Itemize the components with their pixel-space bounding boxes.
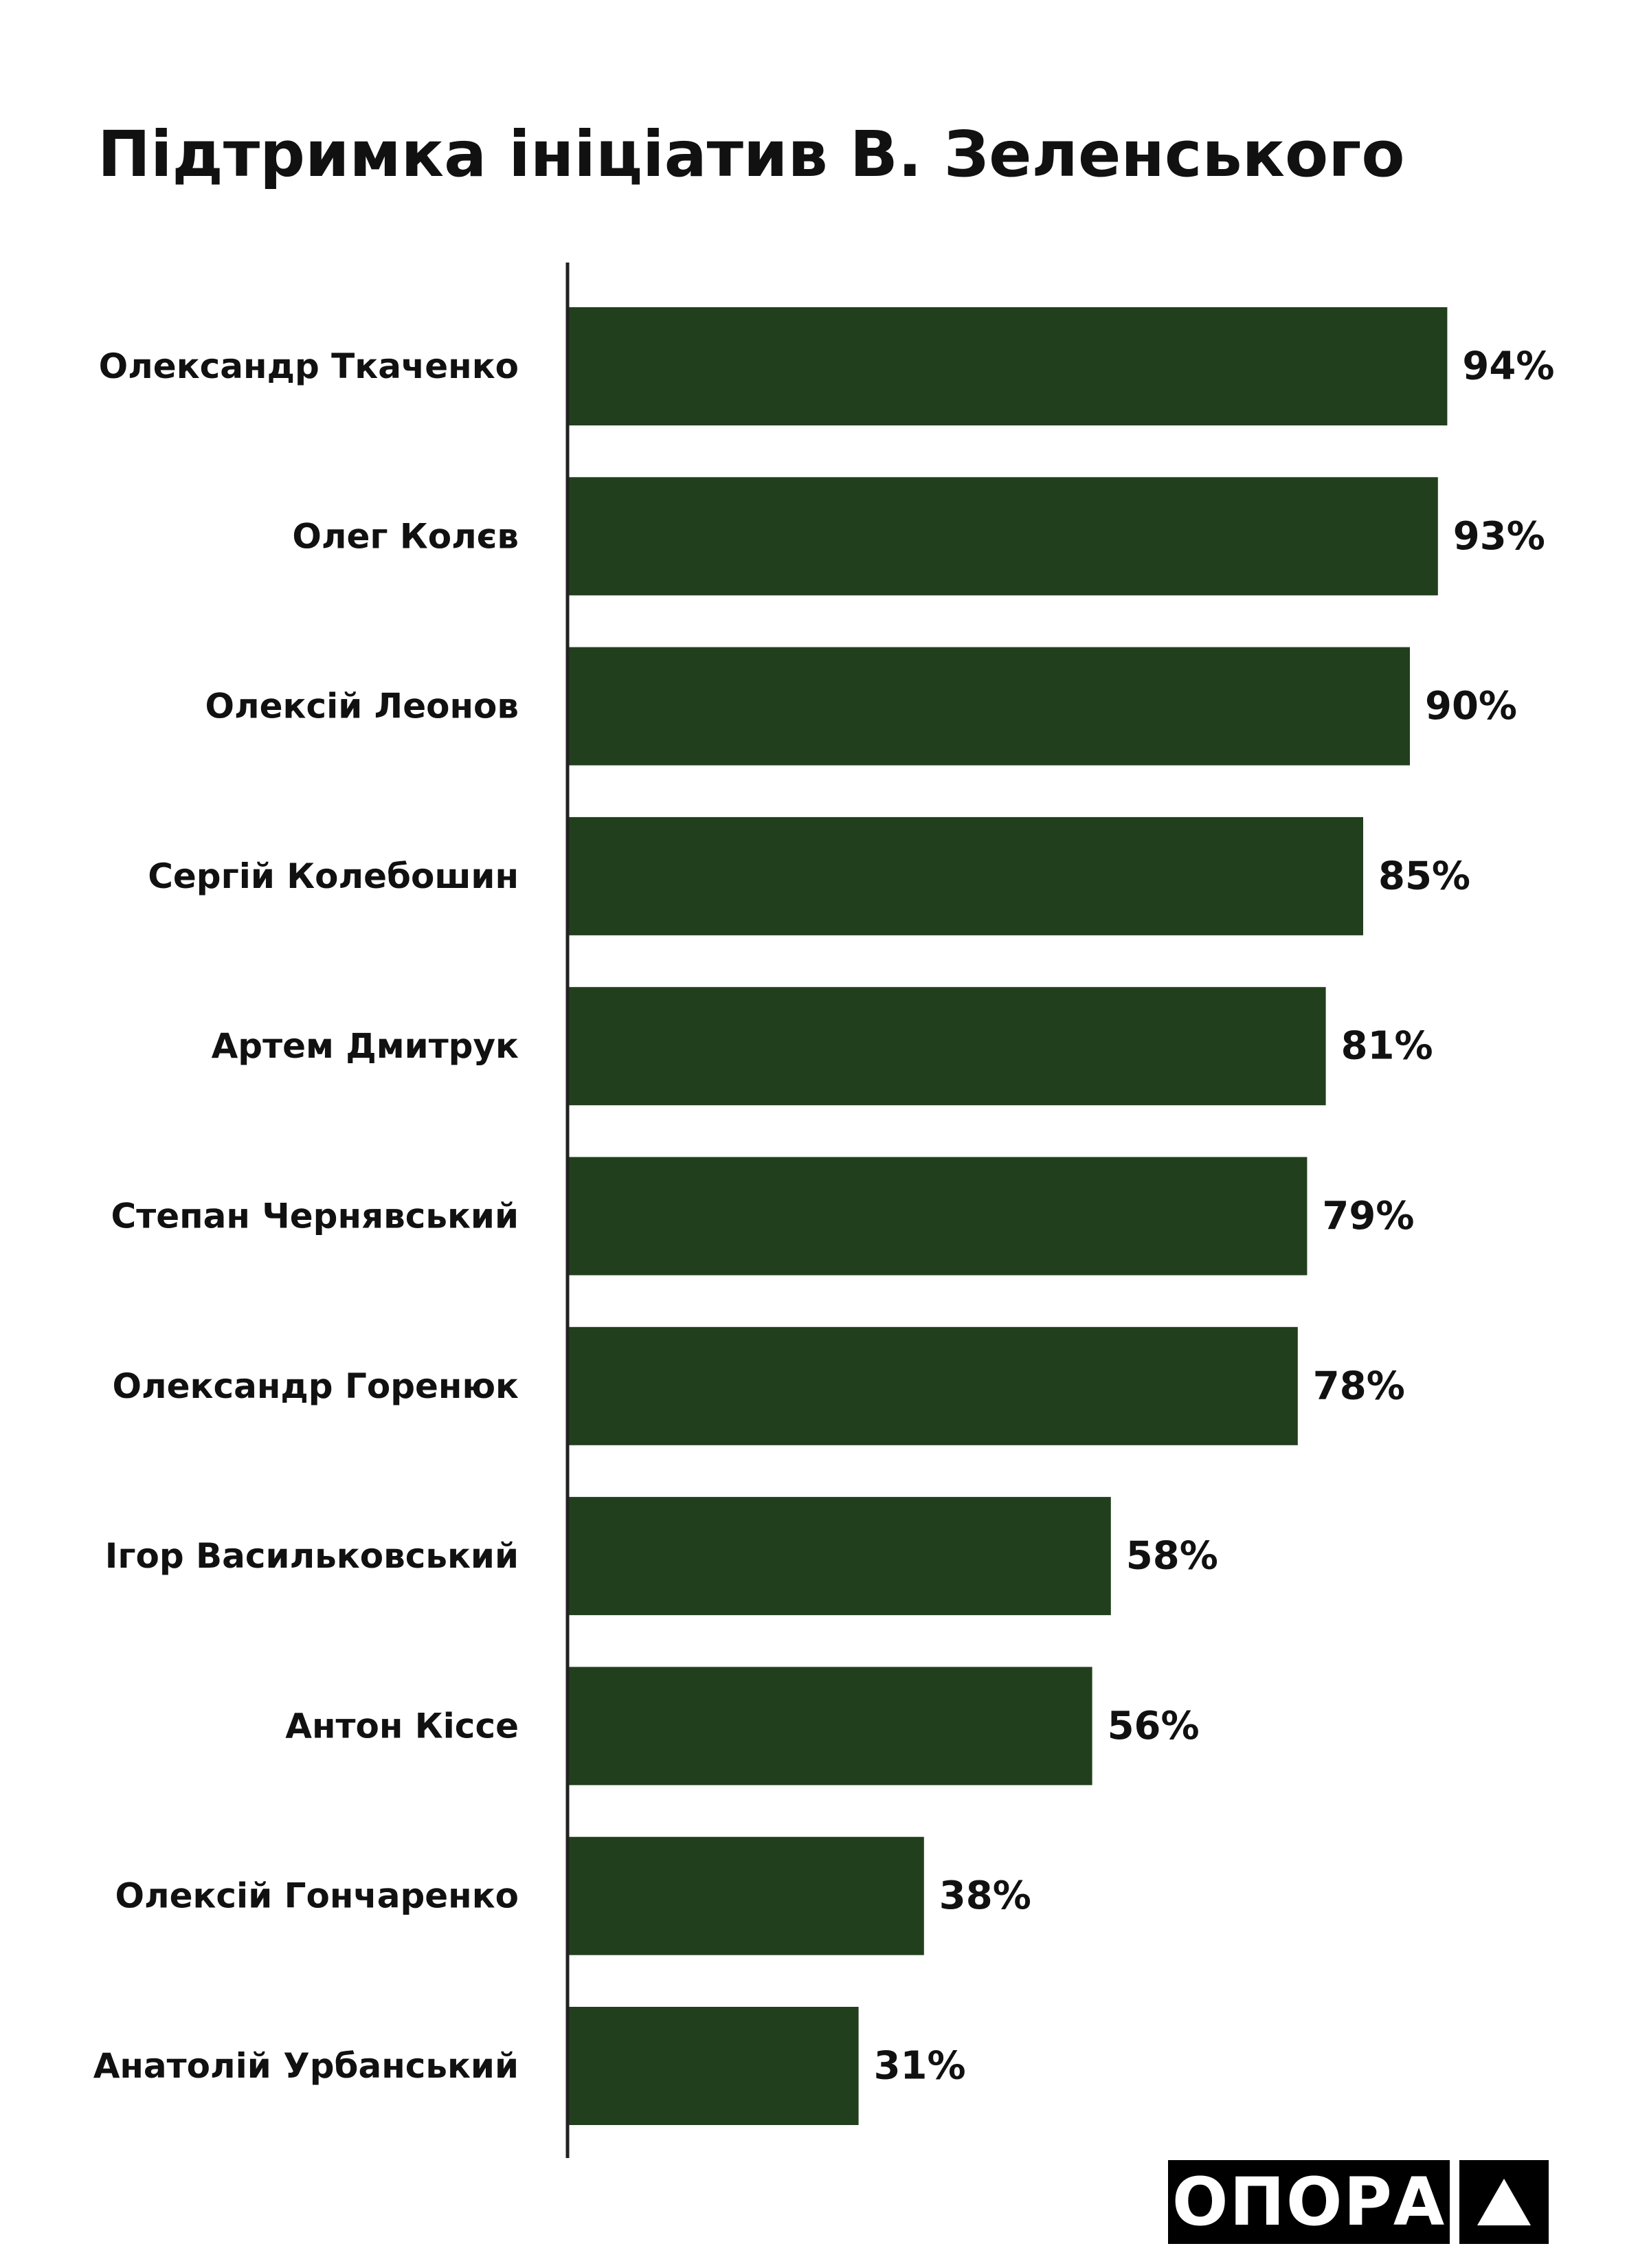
value-label: 85%: [1378, 854, 1470, 898]
value-label: 58%: [1126, 1534, 1218, 1579]
value-label: 90%: [1425, 684, 1517, 729]
category-label: Анатолій Урбанський: [93, 2046, 519, 2086]
bar: [569, 816, 1363, 935]
chart-title: Підтримка ініціатив В. Зеленського: [98, 118, 1405, 191]
category-label: Степан Чернявський: [111, 1197, 519, 1236]
bar: [569, 2007, 859, 2125]
opora-logo: ОПОРА: [1168, 2160, 1549, 2244]
bar: [569, 1836, 924, 1955]
value-label: 81%: [1341, 1024, 1433, 1069]
value-label: 79%: [1322, 1194, 1414, 1238]
bar-chart: Олександр Ткаченко 94% Олег Колєв 93% Олексі…: [93, 263, 1554, 2158]
category-label: Олексій Гончаренко: [115, 1876, 519, 1916]
bar: [569, 1667, 1092, 1786]
bars-layer: Олександр Ткаченко 94% Олег Колєв 93% Олексі…: [93, 307, 1554, 2125]
bar: [569, 1157, 1308, 1276]
bar: [569, 477, 1438, 596]
logo-text: ОПОРА: [1168, 2160, 1450, 2244]
category-label: Сергій Колебошин: [148, 856, 519, 896]
bar: [569, 1497, 1111, 1616]
bar: [569, 1326, 1298, 1445]
value-label: 56%: [1108, 1704, 1200, 1748]
category-label: Олег Колєв: [292, 516, 519, 556]
category-label: Ігор Васильковський: [105, 1536, 519, 1576]
value-label: 93%: [1453, 514, 1545, 559]
bar: [569, 307, 1448, 425]
bar: [569, 987, 1326, 1106]
value-label: 31%: [874, 2044, 966, 2089]
category-label: Артем Дмитрук: [212, 1026, 519, 1066]
category-label: Олександр Горенюк: [113, 1366, 519, 1406]
triangle-icon: [1459, 2160, 1549, 2244]
value-label: 94%: [1462, 344, 1554, 389]
category-label: Олександр Ткаченко: [99, 346, 519, 386]
category-label: Антон Кіссе: [285, 1706, 519, 1746]
value-label: 78%: [1313, 1364, 1405, 1408]
bar: [569, 647, 1410, 766]
category-label: Олексій Леонов: [205, 687, 519, 726]
value-label: 38%: [939, 1874, 1031, 1918]
